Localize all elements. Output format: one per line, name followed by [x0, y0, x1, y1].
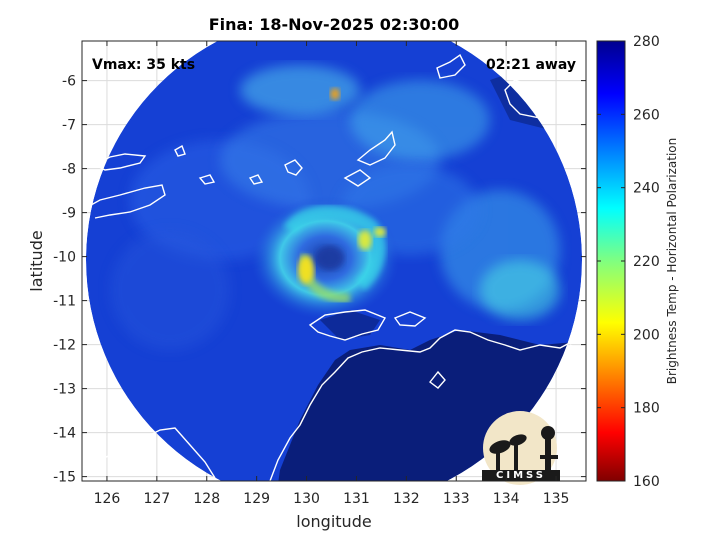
- coastline-island: [198, 174, 216, 185]
- y-tick-label: -13: [53, 382, 76, 398]
- microwave-swath: [82, 41, 586, 481]
- y-tick-label: -15: [53, 470, 76, 486]
- x-tick-label: 132: [393, 491, 420, 507]
- satellite-dish-icon: [509, 434, 527, 446]
- coastline-melville-island: [308, 309, 387, 341]
- convective-cell: [330, 88, 340, 100]
- x-axis-ticks: 126 127 128 129 130 131 132 133 134 135: [94, 41, 570, 507]
- colorbar-tick-label: 260: [633, 107, 660, 123]
- y-tick-label: -8: [62, 162, 76, 178]
- x-tick-label: 128: [193, 491, 220, 507]
- vmax-label: Vmax: 35 kts: [92, 57, 195, 73]
- colorbar-tick-label: 240: [633, 181, 660, 197]
- coastline-island: [436, 53, 466, 79]
- coastline-wetar: [93, 153, 147, 171]
- y-tick-label: -14: [53, 426, 76, 442]
- tower-icon: [545, 438, 551, 470]
- cloud-patch: [110, 230, 230, 350]
- chart-title: Fina: 18-Nov-2025 02:30:00: [209, 15, 460, 34]
- satellite-dish-icon: [489, 440, 511, 454]
- coastline-island: [429, 370, 446, 389]
- y-tick-label: -10: [53, 250, 76, 266]
- time-away-label: 02:21 away: [486, 57, 576, 73]
- colorbar-tick-label: 180: [633, 401, 660, 417]
- x-tick-label: 129: [243, 491, 270, 507]
- cimss-logo: CIMSS: [482, 411, 560, 485]
- x-tick-label: 135: [543, 491, 570, 507]
- x-tick-label: 126: [94, 491, 121, 507]
- y-tick-label: -6: [62, 74, 76, 90]
- colorbar-ticks: 280 260 240 220 200 180 160: [597, 34, 660, 490]
- cold-spot: [374, 227, 386, 237]
- x-tick-label: 130: [293, 491, 320, 507]
- tower-brace: [540, 455, 558, 459]
- rainband: [283, 205, 386, 291]
- y-axis-ticks: -6 -7 -8 -9 -10 -11 -12 -13 -14 -15: [53, 74, 586, 486]
- cold-spot: [358, 230, 372, 250]
- logo-bar: [482, 470, 560, 481]
- x-tick-label: 127: [143, 491, 170, 507]
- y-axis-label: latitude: [27, 230, 46, 291]
- coastline: [569, 344, 586, 361]
- x-tick-label: 133: [443, 491, 470, 507]
- y-tick-label: -7: [62, 118, 76, 134]
- y-tick-label: -9: [62, 206, 76, 222]
- logo-text: CIMSS: [496, 470, 546, 481]
- coastline: [82, 427, 216, 479]
- cloud-patch: [350, 80, 490, 160]
- coastline-island: [174, 144, 186, 157]
- y-tick-label: -11: [53, 294, 76, 310]
- dish-mast: [514, 444, 518, 470]
- colorbar: [596, 40, 626, 482]
- cloud-patch: [480, 260, 560, 320]
- colorbar-tick-label: 220: [633, 254, 660, 270]
- coastline-timor: [82, 184, 166, 219]
- x-tick-label: 131: [343, 491, 370, 507]
- cold-spot: [298, 256, 314, 284]
- coastline-island: [248, 174, 264, 185]
- x-axis-label: longitude: [296, 512, 371, 531]
- land-australia: [86, 330, 582, 481]
- axes-frame: [81, 40, 587, 482]
- coastline-tanimbar: [356, 130, 396, 166]
- coastline-island: [343, 169, 372, 187]
- x-tick-label: 134: [493, 491, 520, 507]
- colorbar-tick-label: 280: [633, 34, 660, 50]
- coastline-island: [284, 159, 303, 176]
- coastline-australia: [269, 329, 586, 481]
- colorbar-tick-label: 160: [633, 474, 660, 490]
- radome-icon: [541, 426, 555, 440]
- coastlines: [82, 53, 586, 481]
- colorbar-label: Brightness Temp - Horizontal Polarizatio…: [665, 138, 679, 385]
- coastline-aru: [504, 79, 553, 119]
- storm-eye: [316, 246, 344, 270]
- dish-mast: [496, 450, 500, 470]
- cloud-patch: [240, 65, 360, 115]
- colorbar-tick-label: 200: [633, 327, 660, 343]
- logo-disc: [483, 411, 557, 485]
- land-peninsula: [320, 310, 380, 340]
- y-tick-label: -12: [53, 338, 76, 354]
- coastline-island: [393, 311, 427, 327]
